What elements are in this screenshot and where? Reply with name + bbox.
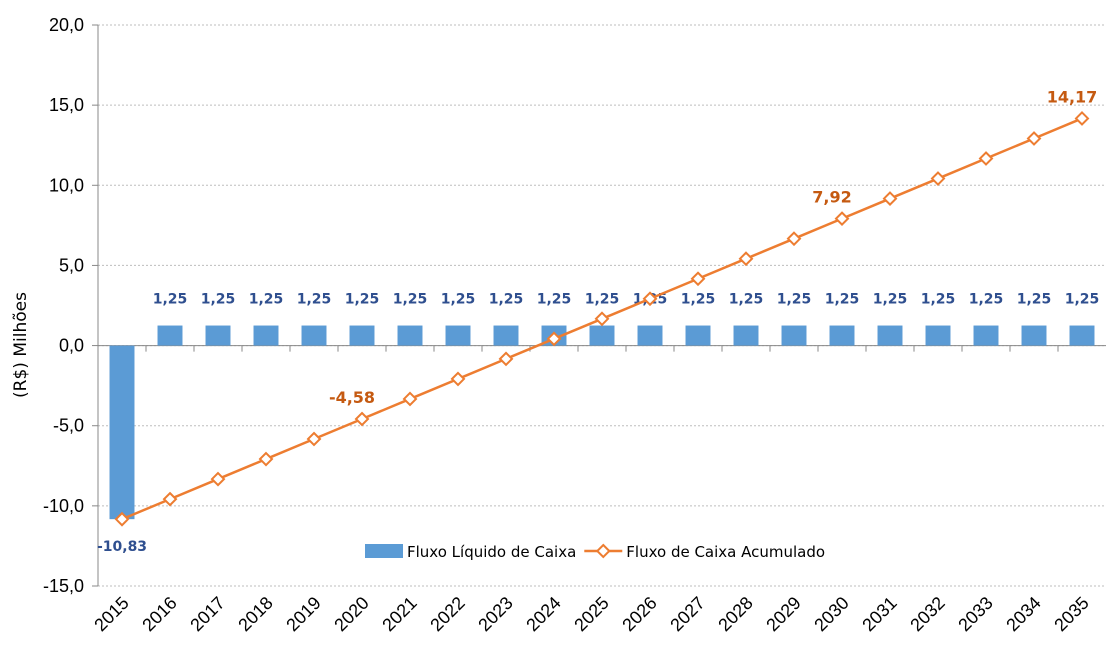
y-axis-label: (R$) Milhões xyxy=(11,292,31,398)
marker xyxy=(450,371,466,387)
marker xyxy=(642,291,658,307)
marker xyxy=(594,311,610,327)
marker xyxy=(834,211,850,227)
bar-label: 1,25 xyxy=(441,292,476,308)
legend-swatch xyxy=(595,543,611,559)
marker xyxy=(114,511,130,527)
line-label: 14,17 xyxy=(1047,87,1098,106)
marker xyxy=(162,491,178,507)
bar-label: 1,25 xyxy=(681,292,716,308)
bar xyxy=(973,325,999,346)
marker xyxy=(402,391,418,407)
y-tick-label: 5,0 xyxy=(59,255,84,275)
marker xyxy=(258,451,274,467)
x-tick-label: 2027 xyxy=(666,593,708,635)
bar xyxy=(397,325,423,346)
bar-label: 1,25 xyxy=(153,292,188,308)
bar-label: 1,25 xyxy=(969,292,1004,308)
bar-label: 1,25 xyxy=(393,292,428,308)
bar-label: 1,25 xyxy=(345,292,380,308)
bar-label: 1,25 xyxy=(489,292,524,308)
bar xyxy=(301,325,327,346)
x-tick-label: 2029 xyxy=(762,593,804,635)
x-tick-label: 2016 xyxy=(138,593,180,635)
bar xyxy=(253,325,279,346)
bar xyxy=(637,325,663,346)
marker xyxy=(882,191,898,207)
bar xyxy=(205,325,231,346)
marker xyxy=(738,251,754,267)
x-tick-label: 2023 xyxy=(474,593,516,635)
x-tick-label: 2024 xyxy=(522,593,564,635)
marker xyxy=(546,331,562,347)
bar-label: 1,25 xyxy=(825,292,860,308)
marker xyxy=(1074,111,1090,126)
bar-label: 1,25 xyxy=(921,292,956,308)
bar xyxy=(829,325,855,346)
bar xyxy=(685,325,711,346)
legend-label: Fluxo de Caixa Acumulado xyxy=(626,543,825,561)
y-tick-label: -5,0 xyxy=(53,416,84,436)
x-tick-label: 2028 xyxy=(714,593,756,635)
bar xyxy=(589,325,615,346)
marker xyxy=(786,231,802,247)
bar xyxy=(109,345,135,520)
x-tick-label: 2017 xyxy=(186,593,228,635)
bar-label: 1,25 xyxy=(201,292,236,308)
bar xyxy=(925,325,951,346)
x-tick-label: 2020 xyxy=(330,593,372,635)
marker xyxy=(978,151,994,166)
bar-label: 1,25 xyxy=(729,292,764,308)
bar-label: 1,25 xyxy=(1017,292,1052,308)
y-tick-label: 10,0 xyxy=(49,175,84,195)
bar xyxy=(877,325,903,346)
marker xyxy=(930,171,946,186)
x-tick-label: 2019 xyxy=(282,593,324,635)
bar-label: 1,25 xyxy=(297,292,332,308)
bar xyxy=(349,325,375,346)
bar xyxy=(445,325,471,346)
x-tick-label: 2022 xyxy=(426,593,468,635)
y-tick-label: -15,0 xyxy=(43,576,84,596)
legend-swatch xyxy=(365,544,403,558)
marker xyxy=(690,271,706,287)
x-tick-label: 2031 xyxy=(858,593,900,635)
bar-label: 1,25 xyxy=(777,292,812,308)
x-tick-label: 2035 xyxy=(1050,593,1092,635)
x-tick-label: 2032 xyxy=(906,593,948,635)
bar-label: 1,25 xyxy=(585,292,620,308)
x-tick-label: 2034 xyxy=(1002,593,1044,635)
y-tick-label: 0,0 xyxy=(59,336,84,356)
marker xyxy=(354,411,370,427)
bar-label: 1,25 xyxy=(1065,292,1100,308)
marker xyxy=(498,351,514,367)
line-label: -4,58 xyxy=(329,388,375,407)
bar xyxy=(781,325,807,346)
x-tick-label: 2018 xyxy=(234,593,276,635)
marker xyxy=(1026,131,1042,146)
y-tick-label: 20,0 xyxy=(49,15,84,35)
y-tick-label: 15,0 xyxy=(49,95,84,115)
x-tick-label: 2033 xyxy=(954,593,996,635)
bar-label: 1,25 xyxy=(873,292,908,308)
x-tick-label: 2026 xyxy=(618,593,660,635)
bar xyxy=(157,325,183,346)
marker xyxy=(306,431,322,447)
bar xyxy=(733,325,759,346)
x-tick-label: 2021 xyxy=(378,593,420,635)
marker xyxy=(210,471,226,487)
x-tick-label: 2025 xyxy=(570,593,612,635)
bar xyxy=(1069,325,1095,346)
bar-label: 1,25 xyxy=(537,292,572,308)
legend-label: Fluxo Líquido de Caixa xyxy=(407,543,576,561)
y-tick-label: -10,0 xyxy=(43,496,84,516)
x-tick-label: 2030 xyxy=(810,593,852,635)
bar xyxy=(493,325,519,346)
x-tick-label: 2015 xyxy=(90,593,132,635)
bar-label: 1,25 xyxy=(249,292,284,308)
line-label: 7,92 xyxy=(812,188,851,207)
bar-label: -10,83 xyxy=(97,539,147,555)
bar xyxy=(1021,325,1047,346)
